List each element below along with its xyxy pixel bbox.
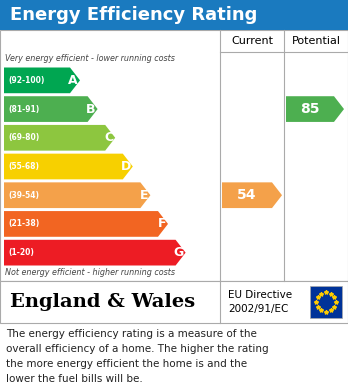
Text: EU Directive: EU Directive — [228, 290, 292, 300]
Text: 85: 85 — [300, 102, 320, 116]
Bar — [310, 286, 342, 318]
Text: Not energy efficient - higher running costs: Not energy efficient - higher running co… — [5, 268, 175, 277]
Text: the more energy efficient the home is and the: the more energy efficient the home is an… — [6, 359, 247, 369]
Text: 54: 54 — [237, 188, 257, 202]
Polygon shape — [4, 154, 133, 179]
Text: England & Wales: England & Wales — [10, 293, 195, 311]
Text: overall efficiency of a home. The higher the rating: overall efficiency of a home. The higher… — [6, 344, 269, 354]
Text: (55-68): (55-68) — [8, 162, 39, 171]
Polygon shape — [222, 182, 282, 208]
Text: Current: Current — [231, 36, 273, 46]
Text: (92-100): (92-100) — [8, 76, 45, 85]
Text: Very energy efficient - lower running costs: Very energy efficient - lower running co… — [5, 54, 175, 63]
Polygon shape — [4, 68, 80, 93]
Text: G: G — [173, 246, 184, 259]
Text: C: C — [104, 131, 113, 144]
Text: E: E — [140, 189, 148, 202]
Polygon shape — [4, 182, 150, 208]
Text: Energy Efficiency Rating: Energy Efficiency Rating — [10, 6, 258, 24]
Polygon shape — [4, 240, 185, 265]
Bar — [0, 30, 348, 281]
Text: (1-20): (1-20) — [8, 248, 34, 257]
Text: (39-54): (39-54) — [8, 191, 39, 200]
Text: Potential: Potential — [292, 36, 340, 46]
Text: (81-91): (81-91) — [8, 104, 39, 113]
Text: (69-80): (69-80) — [8, 133, 39, 142]
Bar — [0, 281, 348, 323]
Text: D: D — [120, 160, 131, 173]
Polygon shape — [286, 96, 344, 122]
Polygon shape — [4, 211, 168, 237]
Text: lower the fuel bills will be.: lower the fuel bills will be. — [6, 374, 143, 384]
Text: F: F — [158, 217, 166, 230]
Text: 2002/91/EC: 2002/91/EC — [228, 304, 288, 314]
Text: (21-38): (21-38) — [8, 219, 39, 228]
Text: B: B — [86, 102, 96, 116]
Text: The energy efficiency rating is a measure of the: The energy efficiency rating is a measur… — [6, 328, 257, 339]
Text: A: A — [68, 74, 78, 87]
Polygon shape — [4, 125, 115, 151]
Polygon shape — [4, 96, 97, 122]
Bar — [0, 0, 348, 30]
